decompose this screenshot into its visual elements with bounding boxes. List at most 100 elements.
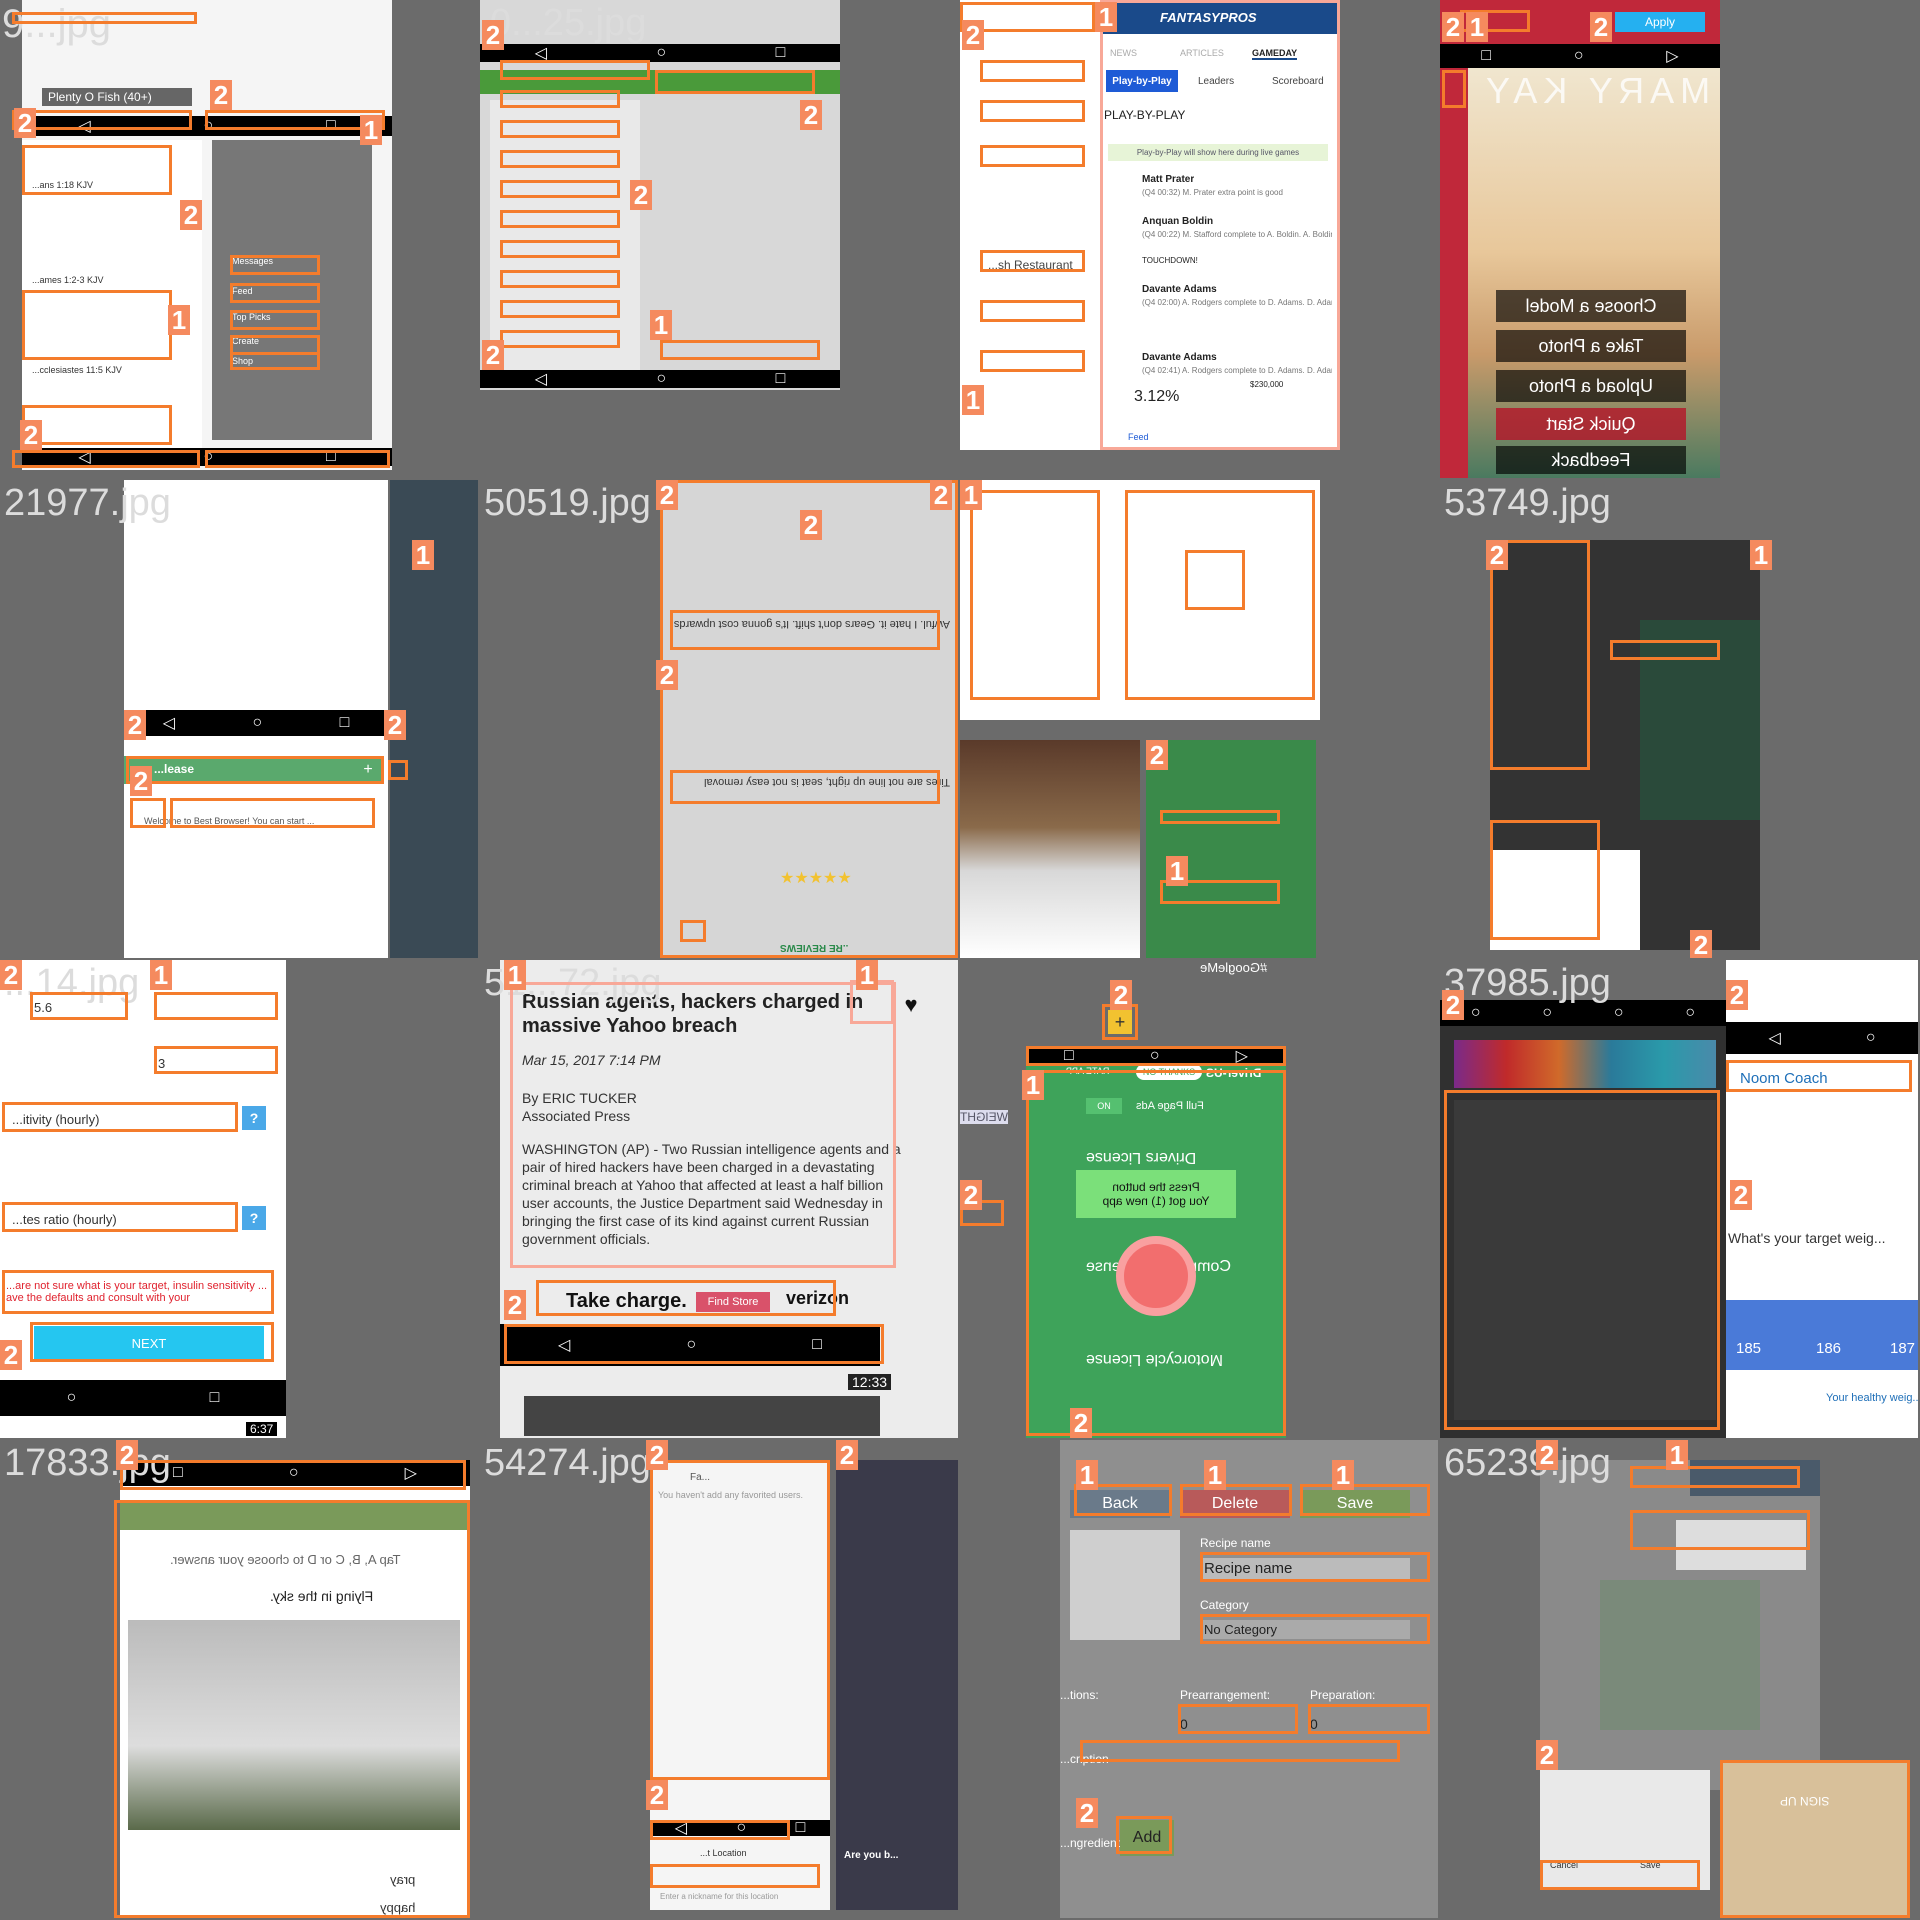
preparation-input[interactable]: 0	[1310, 1716, 1318, 1732]
home-icon[interactable]: ○	[252, 714, 263, 731]
tile-9: 5.6 3 ...itivity (hourly) ...tes ratio (…	[0, 960, 478, 1438]
back-icon[interactable]: ▷	[404, 1465, 417, 1482]
help-icon[interactable]: ?	[242, 1206, 266, 1230]
add-icon[interactable]: +	[358, 760, 378, 780]
tab-news[interactable]: NEWS	[1110, 48, 1137, 58]
back-icon[interactable]: ▷	[1235, 1048, 1248, 1065]
home-icon[interactable]: ○	[203, 448, 214, 465]
bbox	[500, 180, 620, 198]
back-icon[interactable]: ◁	[534, 45, 548, 62]
quick-start-button[interactable]: Quick Start	[1496, 408, 1686, 440]
marker: 2	[210, 80, 232, 110]
heart-icon[interactable]: ♥	[904, 992, 918, 1017]
emoji-row[interactable]	[1454, 1040, 1716, 1088]
icon[interactable]: ○	[1470, 1004, 1481, 1021]
recents-icon[interactable]: □	[325, 448, 336, 465]
home-icon[interactable]: ○	[736, 1819, 747, 1836]
category-label: Category	[1200, 1598, 1249, 1612]
value-field-2[interactable]: 3	[158, 1056, 166, 1071]
sticker-grid[interactable]	[1454, 1100, 1716, 1420]
green-header	[124, 756, 384, 784]
help-icon[interactable]: ?	[242, 1106, 266, 1130]
home-icon[interactable]: ○	[656, 370, 667, 387]
bbox	[500, 90, 620, 108]
value-field-1[interactable]: 5.6	[34, 1000, 53, 1015]
nav-bar: ○ ○ ○ ○	[1440, 1000, 1726, 1026]
bbox	[2, 1202, 238, 1232]
recents-icon[interactable]: □	[812, 1336, 822, 1353]
find-store-button[interactable]: Find Store	[696, 1292, 770, 1312]
recents-icon[interactable]: □	[325, 117, 336, 134]
home-icon[interactable]: ○	[656, 44, 667, 61]
recents-icon[interactable]: □	[795, 1819, 806, 1836]
pbp-note: Play-by-Play will show here during live …	[1108, 144, 1328, 161]
back-icon[interactable]: ◁	[1768, 1030, 1781, 1047]
play-2-touchdown: TOUCHDOWN!	[1142, 256, 1198, 265]
ads-toggle[interactable]: ON	[1086, 1098, 1122, 1114]
back-icon[interactable]: ◁	[78, 118, 91, 135]
marker: 2	[116, 1440, 138, 1470]
recents-icon[interactable]: □	[775, 370, 786, 387]
recents-icon[interactable]: □	[209, 1389, 220, 1406]
back-icon[interactable]: ◁	[162, 715, 176, 732]
back-icon[interactable]: ◁	[534, 371, 548, 388]
cancel-button[interactable]: Cancel	[1550, 1860, 1579, 1870]
file-name: 17833.jpg	[4, 1442, 171, 1484]
recents-icon[interactable]: □	[1481, 47, 1492, 64]
bbox	[154, 1046, 278, 1074]
apply-button[interactable]: Apply	[1615, 12, 1705, 32]
scoreboard-tab[interactable]: Scoreboard	[1272, 76, 1324, 87]
menu-feed[interactable]: Feed	[232, 286, 253, 296]
icon[interactable]: ○	[1613, 1004, 1624, 1021]
add-icon[interactable]: +	[1108, 1010, 1132, 1034]
upload-photo-button[interactable]: Upload a Photo	[1496, 370, 1686, 402]
recipe-image[interactable]	[1070, 1530, 1180, 1640]
leaders-tab[interactable]: Leaders	[1198, 76, 1235, 87]
record-button[interactable]	[1116, 1236, 1196, 1316]
menu-top-picks[interactable]: Top Picks	[232, 312, 271, 322]
recents-icon[interactable]: □	[339, 714, 350, 731]
menu-create[interactable]: Create	[232, 336, 260, 346]
feed-tab[interactable]: Feed	[1128, 432, 1149, 442]
next-button[interactable]: NEXT	[34, 1326, 264, 1360]
home-icon[interactable]: ○	[203, 117, 214, 134]
money-value: $230,000	[1250, 380, 1284, 389]
home-icon[interactable]: ○	[1573, 47, 1584, 64]
back-icon[interactable]: ◁	[78, 449, 91, 466]
sensitivity-select[interactable]: ...itivity (hourly)	[12, 1112, 100, 1127]
take-photo-button[interactable]: Take a Photo	[1496, 330, 1686, 362]
file-name: 65239.jpg	[1444, 1442, 1611, 1484]
header-title: ...lease	[154, 762, 195, 776]
home-icon[interactable]: ○	[1149, 1047, 1160, 1064]
prearrangement-input[interactable]: 0	[1180, 1716, 1188, 1732]
category-select[interactable]: No Category	[1200, 1620, 1410, 1639]
icon[interactable]: ○	[1685, 1004, 1696, 1021]
menu-messages[interactable]: Messages	[232, 256, 274, 266]
back-icon[interactable]: ◁	[558, 1337, 571, 1354]
nickname-input[interactable]: Enter a nickname for this location	[660, 1892, 779, 1901]
recents-icon[interactable]: □	[775, 44, 786, 61]
carbs-ratio-select[interactable]: ...tes ratio (hourly)	[12, 1212, 117, 1227]
icon[interactable]: ○	[1542, 1004, 1553, 1021]
recipe-name-input[interactable]: Recipe name	[1200, 1558, 1410, 1579]
ad-headline[interactable]: Take charge.	[566, 1290, 687, 1312]
feedback-button[interactable]: Feedback	[1496, 446, 1686, 474]
home-icon[interactable]: ○	[686, 1336, 697, 1353]
weight-ruler[interactable]	[1726, 1300, 1918, 1370]
bbox	[22, 405, 172, 445]
add-button[interactable]: Add	[1120, 1820, 1174, 1856]
back-icon[interactable]: ▷	[1666, 48, 1679, 65]
recents-icon[interactable]: □	[1064, 1047, 1074, 1064]
tab-gameday[interactable]: GAMEDAY	[1252, 48, 1298, 60]
home-icon[interactable]: ○	[66, 1389, 77, 1406]
tab-articles[interactable]: ARTICLES	[1180, 48, 1224, 58]
menu-shop[interactable]: Shop	[232, 356, 254, 366]
play-by-play-tab[interactable]: Play-by-Play	[1106, 70, 1178, 92]
save-button[interactable]: Save	[1640, 1860, 1661, 1870]
marker: 2	[482, 340, 504, 370]
choose-model-button[interactable]: Choose a Model	[1496, 290, 1686, 322]
home-icon[interactable]: ○	[1865, 1029, 1876, 1046]
recents-icon[interactable]: □	[173, 1464, 183, 1481]
back-icon[interactable]: ◁	[674, 1820, 688, 1837]
home-icon[interactable]: ○	[288, 1464, 299, 1481]
